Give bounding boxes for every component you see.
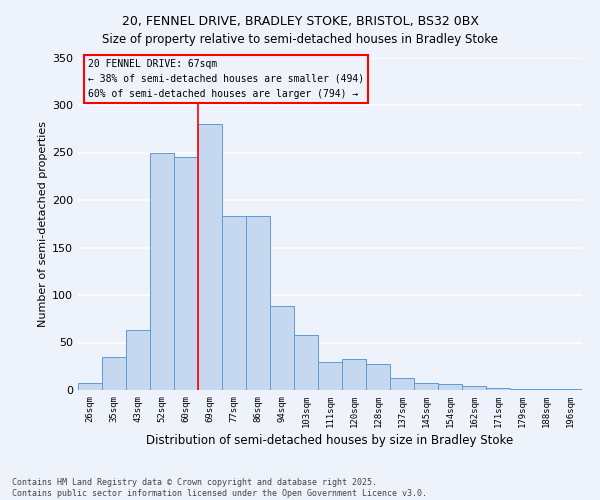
Bar (294, 335, 318, 390)
Bar (198, 124, 222, 390)
Bar (222, 216, 246, 390)
Bar (78, 384, 102, 390)
Bar (150, 152, 174, 390)
Bar (534, 389, 558, 390)
Bar (390, 378, 414, 390)
Bar (510, 389, 534, 390)
Bar (318, 362, 342, 390)
Bar (462, 386, 486, 390)
Bar (486, 388, 510, 390)
Bar (270, 306, 294, 390)
Bar (246, 216, 270, 390)
Text: 20, FENNEL DRIVE, BRADLEY STOKE, BRISTOL, BS32 0BX: 20, FENNEL DRIVE, BRADLEY STOKE, BRISTOL… (121, 15, 479, 28)
Bar (342, 358, 366, 390)
Bar (126, 330, 150, 390)
X-axis label: Distribution of semi-detached houses by size in Bradley Stoke: Distribution of semi-detached houses by … (146, 434, 514, 447)
Text: Size of property relative to semi-detached houses in Bradley Stoke: Size of property relative to semi-detach… (102, 32, 498, 46)
Bar (438, 384, 462, 390)
Y-axis label: Number of semi-detached properties: Number of semi-detached properties (38, 120, 48, 327)
Bar (414, 384, 438, 390)
Bar (558, 389, 582, 390)
Bar (366, 364, 390, 390)
Bar (102, 357, 126, 390)
Bar (174, 157, 198, 390)
Text: Contains HM Land Registry data © Crown copyright and database right 2025.
Contai: Contains HM Land Registry data © Crown c… (12, 478, 427, 498)
Text: 20 FENNEL DRIVE: 67sqm
← 38% of semi-detached houses are smaller (494)
60% of se: 20 FENNEL DRIVE: 67sqm ← 38% of semi-det… (88, 59, 364, 99)
